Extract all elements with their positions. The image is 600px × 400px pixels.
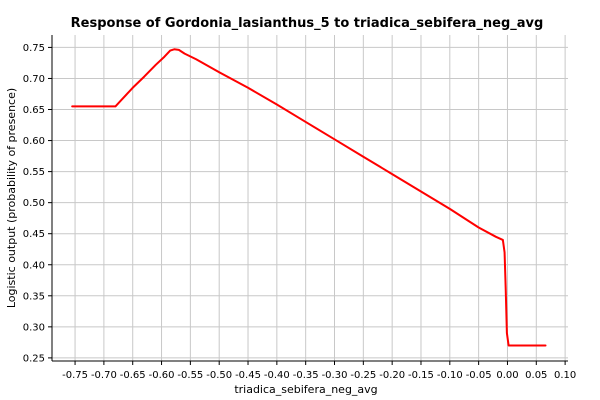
x-tick-label: -0.15: [408, 370, 434, 381]
x-tick-label: -0.20: [379, 370, 405, 381]
y-tick-label: 0.65: [23, 105, 45, 116]
y-tick-label: 0.45: [23, 229, 45, 240]
x-tick-label: -0.35: [293, 370, 319, 381]
series-line-response: [71, 48, 547, 347]
series-layer: [71, 48, 547, 347]
y-axis-label: Logistic output (probability of presence…: [5, 88, 18, 308]
y-tick-label: 0.55: [23, 167, 45, 178]
x-tick-label: -0.45: [235, 370, 261, 381]
x-tick-label: -0.75: [62, 370, 88, 381]
y-tick-label: 0.70: [23, 74, 45, 85]
y-tick-label: 0.40: [23, 260, 45, 271]
ticks: -0.75 -0.70 -0.65 -0.60 -0.55 -0.50 -0.45 -0.40…: [23, 43, 577, 381]
x-tick-label: -0.50: [206, 370, 232, 381]
y-tick-label: 0.60: [23, 136, 45, 147]
y-tick-label: 0.75: [23, 43, 45, 54]
x-axis-label: triadica_sebifera_neg_avg: [234, 383, 377, 396]
chart-title: Response of Gordonia_lasianthus_5 to tri…: [71, 16, 544, 31]
x-tick-label: 0.10: [554, 370, 576, 381]
x-tick-label: -0.60: [149, 370, 175, 381]
y-tick-label: 0.30: [23, 322, 45, 333]
x-tick-label: -0.65: [120, 370, 146, 381]
x-tick-label: -0.40: [264, 370, 290, 381]
x-tick-label: 0.05: [525, 370, 547, 381]
grid: [52, 35, 568, 361]
y-tick-label: 0.50: [23, 198, 45, 209]
x-tick-label: -0.70: [91, 370, 117, 381]
axes: [51, 35, 568, 362]
plot-area: [52, 35, 568, 361]
x-tick-label: -0.05: [466, 370, 492, 381]
y-tick-label: 0.35: [23, 291, 45, 302]
x-tick-label: -0.30: [322, 370, 348, 381]
x-tick-label: -0.25: [350, 370, 376, 381]
x-tick-label: -0.10: [437, 370, 463, 381]
x-tick-label: -0.55: [177, 370, 203, 381]
x-tick-label: 0.00: [496, 370, 518, 381]
y-tick-label: 0.25: [23, 353, 45, 364]
